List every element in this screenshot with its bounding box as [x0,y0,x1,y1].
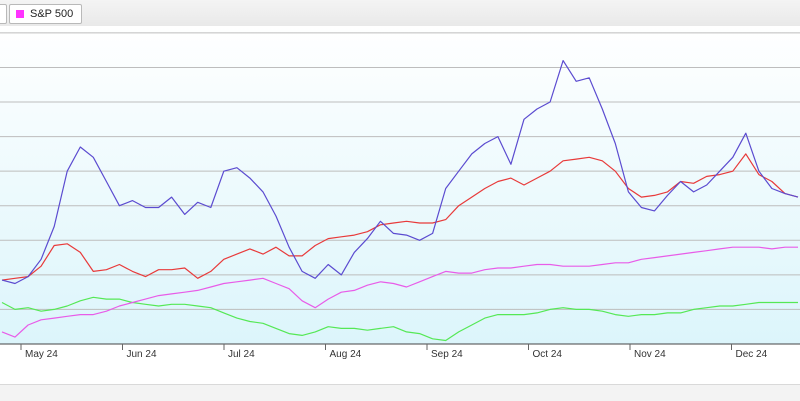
legend: S&P 500 [0,4,83,24]
x-tick-label: Jun 24 [127,349,157,360]
x-tick-label: Dec 24 [736,349,768,360]
x-tick-label: Nov 24 [634,349,666,360]
x-tick-label: Sep 24 [431,349,463,360]
x-tick-label: Jul 24 [228,349,255,360]
legend-label: S&P 500 [30,8,74,20]
legend-item-sp500[interactable]: S&P 500 [9,4,83,24]
x-tick-label: Aug 24 [330,349,362,360]
x-tick-label: Oct 24 [533,349,563,360]
series-line-3 [1,246,798,338]
series-line-1 [1,60,799,285]
legend-partial-entry[interactable] [0,4,7,24]
plot-background [0,26,800,344]
series-line-4 [1,296,798,342]
series-line-2 [1,153,799,281]
legend-swatch [16,10,24,18]
chart-footer [0,384,800,401]
x-tick-label: May 24 [25,349,58,360]
line-chart: May 24 Jun 24 Jul 24 Aug 24 Sep 24 Oct 24 Nov … [0,26,800,360]
